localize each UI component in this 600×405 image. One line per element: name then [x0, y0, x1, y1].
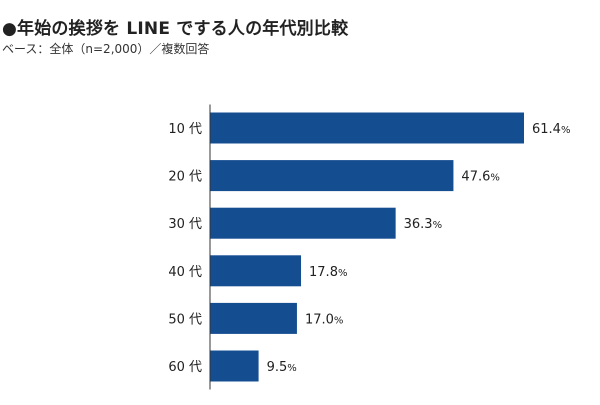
value-label: 47.6%: [461, 170, 499, 185]
bar: [210, 255, 302, 287]
category-label: 50 代: [168, 312, 202, 327]
bar: [210, 160, 454, 192]
category-label: 60 代: [168, 360, 202, 375]
bar: [210, 207, 396, 239]
chart-title: ●年始の挨拶を LINE でする人の年代別比較: [2, 19, 349, 39]
value-label: 17.0%: [305, 312, 343, 327]
value-label: 17.8%: [309, 265, 347, 280]
category-label: 20 代: [168, 170, 202, 185]
chart-subtitle: ベース：全体（n=2,000）／複数回答: [2, 42, 210, 56]
category-label: 30 代: [168, 217, 202, 232]
bar: [210, 302, 297, 334]
bar: [210, 112, 524, 144]
bar: [210, 350, 259, 382]
value-label: 61.4%: [532, 122, 570, 137]
category-label: 40 代: [168, 265, 202, 280]
category-label: 10 代: [168, 122, 202, 137]
value-label: 9.5%: [267, 360, 297, 375]
value-label: 36.3%: [404, 217, 442, 232]
